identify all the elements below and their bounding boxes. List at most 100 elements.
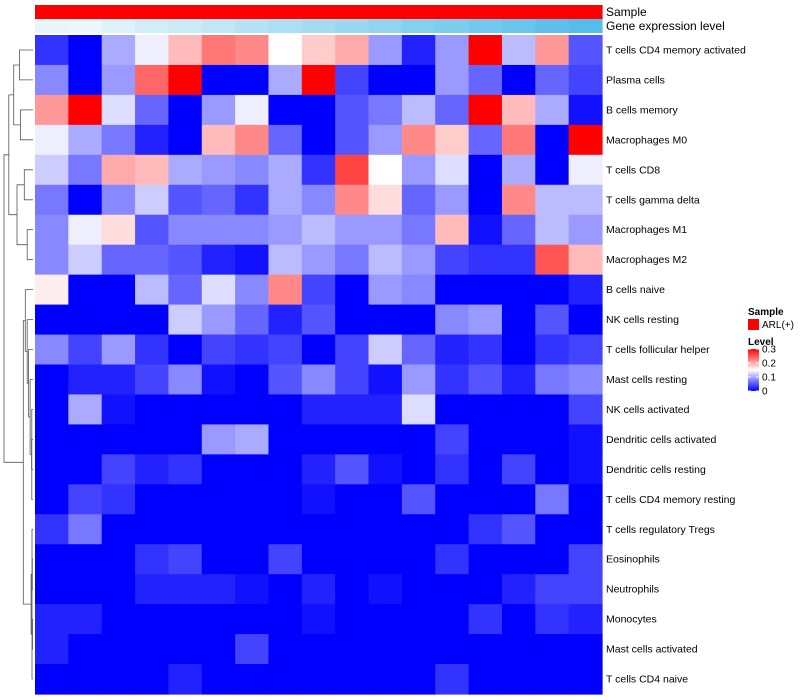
heatmap-cell [335, 544, 370, 575]
heatmap-cell [335, 514, 370, 545]
heatmap-cell [268, 424, 303, 455]
heatmap-cell [68, 664, 103, 695]
heatmap-cell [268, 124, 303, 156]
legend-level-title: Level [748, 337, 774, 348]
heatmap-cell [135, 244, 170, 276]
heatmap-cell [335, 184, 370, 216]
expression-track-cell [368, 19, 403, 33]
heatmap-cell [168, 304, 203, 336]
heatmap-cell [501, 454, 536, 485]
heatmap-cell [235, 574, 270, 605]
heatmap-cell [401, 394, 436, 425]
expression-track-label: Gene expression level [606, 19, 725, 33]
heatmap-cell [101, 35, 136, 66]
heatmap-cell [201, 304, 236, 336]
heatmap-cell [568, 394, 603, 425]
heatmap-cell [368, 184, 403, 216]
heatmap-cell [468, 514, 503, 545]
heatmap-cell [468, 124, 503, 156]
heatmap-cell [368, 484, 403, 515]
heatmap-cell [568, 64, 603, 96]
heatmap-cell [535, 514, 570, 545]
heatmap-cell [501, 124, 536, 156]
heatmap-cell [168, 94, 203, 126]
heatmap-cell [168, 64, 203, 96]
heatmap-cell [168, 574, 203, 605]
heatmap-cell [168, 664, 203, 695]
heatmap-cell [235, 604, 270, 635]
sample-track-cell [401, 5, 436, 19]
heatmap-cell [35, 304, 69, 336]
heatmap-cell [101, 574, 136, 605]
dendrogram-branch [19, 49, 33, 81]
heatmap-cell [435, 274, 470, 306]
heatmap-cell [501, 274, 536, 306]
dendrogram-branch [31, 558, 33, 590]
heatmap-cell [368, 664, 403, 695]
heatmap-cell [468, 154, 503, 186]
heatmap-cell [368, 244, 403, 276]
heatmap-cell [135, 184, 170, 216]
heatmap-cell [535, 484, 570, 515]
heatmap-cell [535, 574, 570, 605]
sample-track-cell [235, 5, 270, 19]
expression-track-cell [268, 19, 303, 33]
heatmap-cell [301, 544, 336, 575]
heatmap-cell [135, 214, 170, 246]
heatmap-cell [268, 184, 303, 216]
heatmap-cell [301, 64, 336, 96]
heatmap-cell [435, 364, 470, 396]
heatmap-cell [568, 484, 603, 515]
dendrogram-branch [3, 154, 24, 463]
heatmap-cell [201, 214, 236, 246]
sample-track-label: Sample [606, 5, 647, 19]
sample-track-cell [168, 5, 203, 19]
heatmap-cell [368, 634, 403, 665]
heatmap-cell [535, 124, 570, 156]
expression-track-cell [135, 19, 170, 33]
heatmap-cell [535, 424, 570, 455]
heatmap-cell [435, 184, 470, 216]
heatmap-cell [435, 574, 470, 605]
heatmap-cell [101, 154, 136, 186]
heatmap-cell [301, 664, 336, 695]
dendrogram-branch [23, 169, 33, 201]
heatmap-cell [268, 514, 303, 545]
heatmap-cell [135, 454, 170, 485]
heatmap-cell [301, 214, 336, 246]
heatmap-cell [68, 154, 103, 186]
heatmap-cell [401, 364, 436, 396]
expression-track-cell [401, 19, 436, 33]
heatmap-cell [201, 604, 236, 635]
heatmap-cell [435, 64, 470, 96]
heatmap-cell [501, 424, 536, 455]
heatmap-cell [535, 634, 570, 665]
heatmap-cell [468, 364, 503, 396]
heatmap-cell [535, 394, 570, 425]
heatmap-cell [101, 394, 136, 425]
row-label: Mast cells resting [606, 374, 687, 386]
heatmap-cell [201, 244, 236, 276]
heatmap-cell [101, 214, 136, 246]
heatmap-cell [368, 64, 403, 96]
heatmap-cell [501, 244, 536, 276]
heatmap-cell [268, 454, 303, 485]
heatmap-cell [501, 394, 536, 425]
heatmap-cell [135, 35, 170, 66]
heatmap-cell [335, 64, 370, 96]
heatmap-cell [268, 634, 303, 665]
legend-tick-label: 0.3 [762, 345, 776, 356]
heatmap-cell [235, 35, 270, 66]
heatmap-cell [568, 184, 603, 216]
heatmap-cell [235, 244, 270, 276]
heatmap-cell [468, 424, 503, 455]
heatmap-cell [501, 364, 536, 396]
heatmap-cell [35, 94, 69, 126]
heatmap-cell [35, 634, 69, 665]
heatmap-cell [535, 304, 570, 336]
heatmap-cell [435, 35, 470, 66]
heatmap-cell [201, 364, 236, 396]
row-label: NK cells activated [606, 404, 690, 416]
heatmap-cell [168, 274, 203, 306]
heatmap-cell [235, 484, 270, 515]
